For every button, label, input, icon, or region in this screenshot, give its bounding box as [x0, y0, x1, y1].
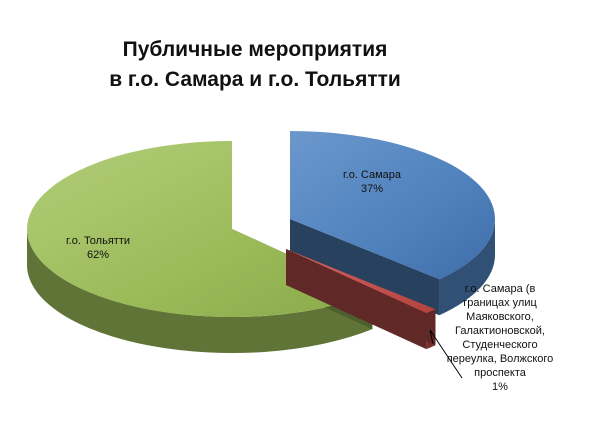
data-label-slice-2: г.о. Самара (в границах улиц Маяковского, Г…	[447, 283, 554, 393]
chart-title: Публичные мероприятия в г.о. Самара и г.…	[109, 38, 401, 91]
pie-slice-side-3	[27, 229, 373, 354]
data-label-line: Студенческого	[462, 339, 537, 351]
pie-layer	[26, 131, 495, 354]
data-label-slice-3: г.о. Тольятти 62%	[66, 235, 130, 261]
chart-title-line-2: в г.о. Самара и г.о. Тольятти	[109, 68, 401, 91]
pie-slice-top-2	[286, 249, 436, 314]
data-label-line: Галактионовской,	[455, 325, 545, 337]
pie-slice-cut-1-2	[290, 219, 440, 316]
pie-slice-2	[286, 249, 436, 350]
data-label-line: проспекта	[474, 367, 527, 379]
pie-slice-1	[290, 131, 495, 316]
data-label-line: границах улиц	[463, 297, 537, 309]
data-label-line: Маяковского,	[466, 311, 534, 323]
data-label-line: г.о. Тольятти	[66, 235, 130, 247]
pie-slice-cut-2-2	[286, 249, 427, 350]
data-label-line: г.о. Самара	[343, 169, 402, 181]
pie-slice-side-1	[439, 219, 495, 316]
data-label-line: 62%	[87, 249, 109, 261]
data-label-slice-1: г.о. Самара 37%	[343, 169, 402, 195]
data-label-line: переулка, Волжского	[447, 353, 554, 365]
data-label-layer: г.о. Самара 37% г.о. Самара (в границах ули…	[66, 169, 553, 393]
pie-slice-top-1	[290, 131, 495, 280]
data-label-line: г.о. Самара (в	[465, 283, 536, 295]
data-label-line: 37%	[361, 183, 383, 195]
chart-title-line-1: Публичные мероприятия	[123, 38, 388, 61]
leader-line-slice-2	[429, 329, 463, 379]
leader-line-layer	[429, 329, 463, 379]
pie-slice-top-3	[26, 141, 373, 317]
data-label-line: 1%	[492, 381, 508, 393]
